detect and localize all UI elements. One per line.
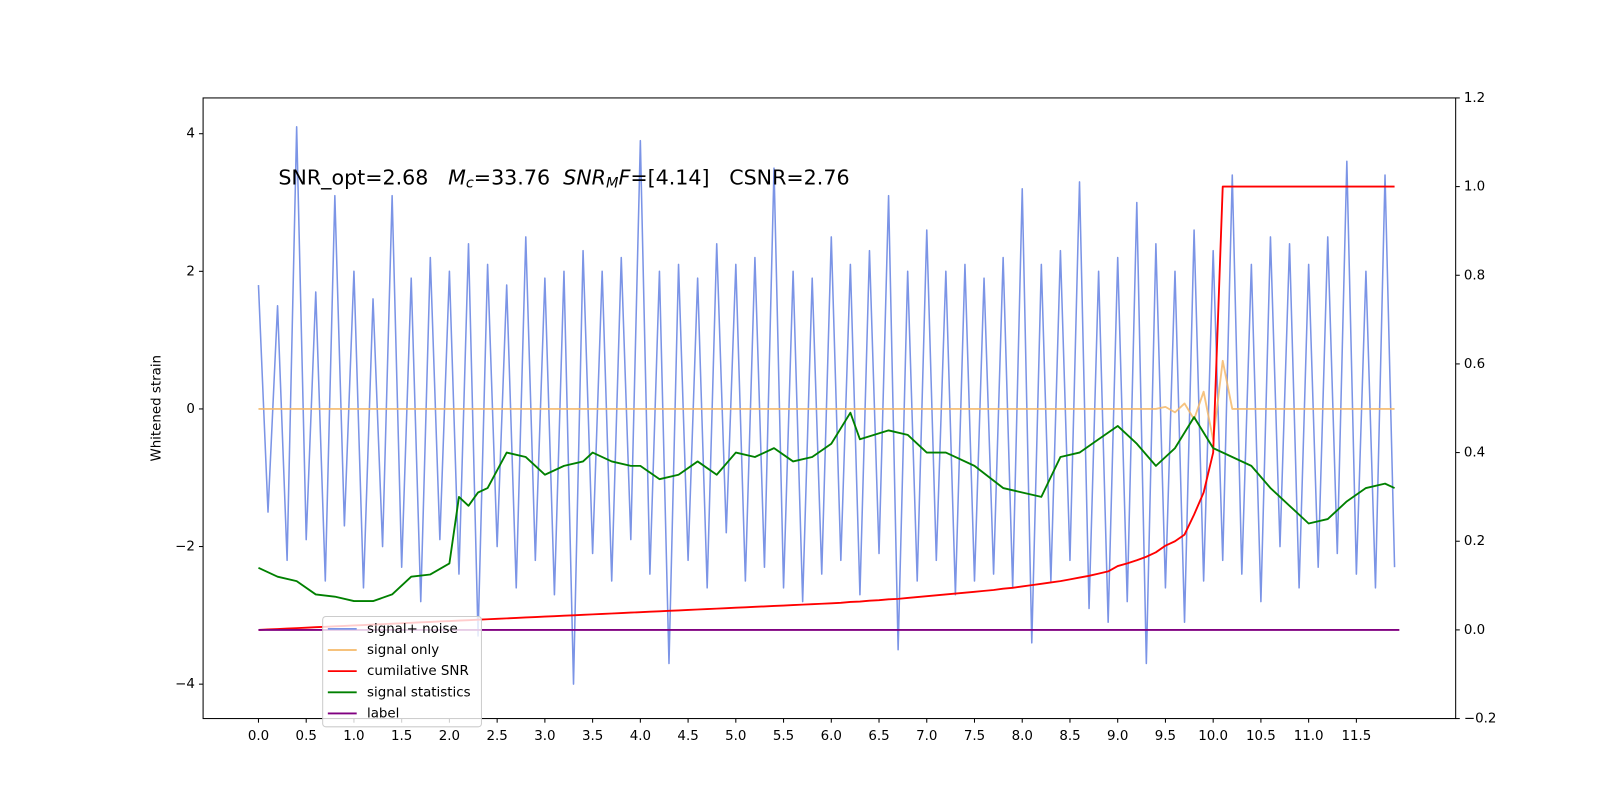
y-tick-label: −2: [175, 540, 195, 555]
series-line: [257, 126, 1396, 685]
legend-label: signal+ noise: [367, 622, 458, 637]
y2-tick-label: 0.6: [1464, 357, 1485, 372]
x-tick-label: 8.5: [1059, 729, 1080, 744]
x-tick-label: 5.5: [773, 729, 794, 744]
y2-tick-label: 0.8: [1464, 268, 1485, 283]
x-tick-label: 1.5: [391, 729, 412, 744]
annotation-part: =33.76: [474, 165, 563, 189]
x-tick-label: 9.5: [1155, 729, 1176, 744]
legend-box: [322, 615, 482, 728]
series-line: [258, 359, 1395, 441]
y-axis-label: Whitened strain: [150, 355, 165, 462]
annotation-part: F: [618, 165, 631, 189]
legend-label: label: [367, 706, 399, 721]
legend-label: signal only: [367, 643, 439, 658]
x-tick-label: 11.0: [1294, 729, 1324, 744]
x-tick-label: 10.0: [1198, 729, 1228, 744]
legend-label: cumilative SNR: [367, 664, 469, 679]
x-tick-label: 5.0: [725, 729, 746, 744]
x-tick-label: 3.0: [534, 729, 555, 744]
x-tick-label: 6.5: [868, 729, 889, 744]
y-tick-label: 4: [186, 127, 195, 142]
axes-frame: [202, 97, 1457, 720]
y2-tick-label: 1.2: [1464, 91, 1485, 106]
y-tick-label: −4: [175, 677, 195, 692]
y2-tick-label: 1.0: [1464, 180, 1485, 195]
x-tick-label: 11.5: [1341, 729, 1371, 744]
y-tick-label: 2: [186, 264, 195, 279]
x-tick-label: 4.0: [630, 729, 651, 744]
y2-tick-label: 0.4: [1464, 446, 1485, 461]
x-tick-label: 7.0: [916, 729, 937, 744]
x-tick-label: 7.5: [964, 729, 985, 744]
y2-tick-label: 0.2: [1464, 534, 1485, 549]
x-tick-label: 2.0: [439, 729, 460, 744]
x-tick-label: 0.0: [248, 729, 269, 744]
annotation-part: =[4.14] CSNR=2.76: [630, 165, 849, 189]
x-tick-label: 10.5: [1246, 729, 1276, 744]
x-tick-label: 6.0: [821, 729, 842, 744]
annotation: SNR_opt=2.68 Mc=33.76 SNRMF=[4.14] CSNR=…: [278, 165, 849, 191]
annotation-part: SNR_opt=2.68: [278, 165, 448, 190]
annotation-part: c: [466, 176, 474, 192]
x-tick-label: 1.0: [343, 729, 364, 744]
legend-label: signal statistics: [367, 685, 471, 700]
y2-tick-label: 0.0: [1464, 623, 1485, 638]
series-line: [258, 411, 1395, 603]
y-tick-label: 0: [186, 402, 195, 417]
annotation-part: M: [448, 165, 466, 189]
x-tick-label: 3.5: [582, 729, 603, 744]
x-tick-label: 4.5: [677, 729, 698, 744]
x-tick-label: 9.0: [1107, 729, 1128, 744]
x-tick-label: 8.0: [1012, 729, 1033, 744]
annotation-part: M: [606, 176, 619, 192]
annotation-part: SNR: [563, 165, 606, 189]
x-tick-label: 0.5: [296, 729, 317, 744]
x-tick-label: 2.5: [486, 729, 507, 744]
y2-tick-label: −0.2: [1464, 712, 1497, 727]
